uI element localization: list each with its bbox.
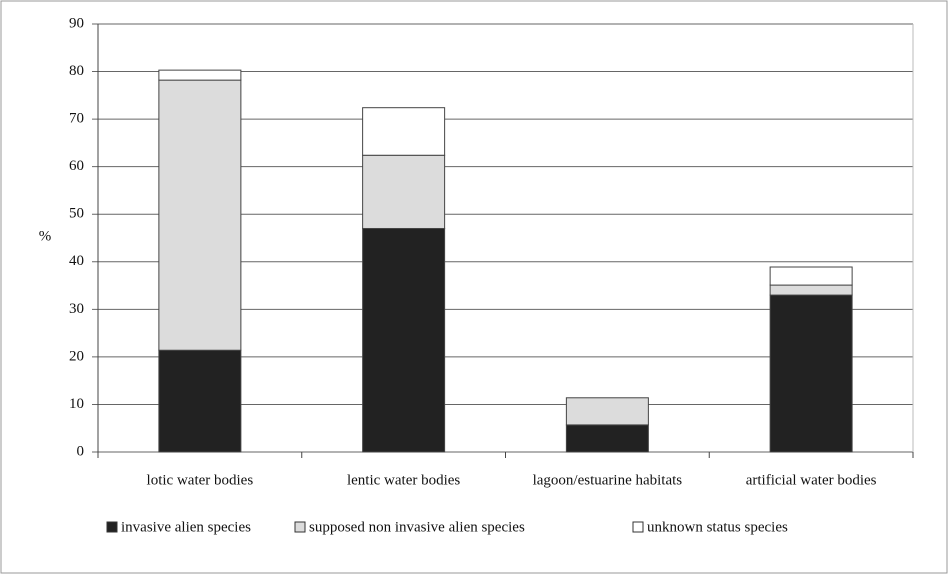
y-tick-label: 90 — [69, 15, 84, 31]
y-tick-label: 0 — [77, 443, 85, 459]
legend-label: invasive alien species — [121, 519, 251, 535]
bar-segment — [362, 154, 446, 229]
y-tick-label: 50 — [69, 206, 84, 222]
bar-segment — [362, 107, 446, 156]
legend-swatch — [106, 521, 118, 533]
y-tick-label: 20 — [69, 348, 84, 364]
legend-label: supposed non invasive alien species — [309, 519, 525, 535]
bar-segment — [158, 349, 242, 453]
bar-segment — [565, 397, 649, 426]
y-tick-label: 30 — [69, 301, 84, 317]
legend-label: unknown status species — [647, 519, 788, 535]
y-tick-label: 60 — [69, 158, 84, 174]
legend-swatch — [294, 521, 306, 533]
bar-segment — [769, 294, 853, 453]
y-tick-label: 10 — [69, 396, 84, 412]
bar-segment — [565, 424, 649, 453]
y-tick-label: 40 — [69, 253, 84, 269]
y-axis-label: % — [39, 228, 52, 244]
bar-segment — [769, 284, 853, 296]
legend-swatch — [632, 521, 644, 533]
x-tick-label: artificial water bodies — [746, 472, 877, 488]
x-tick-label: lotic water bodies — [147, 472, 254, 488]
bar-segment — [362, 227, 446, 453]
bar-segment — [158, 79, 242, 351]
y-tick-label: 70 — [69, 111, 84, 127]
x-tick-label: lentic water bodies — [347, 472, 460, 488]
bar-segment — [158, 69, 242, 81]
y-tick-label: 80 — [69, 63, 84, 79]
bar-segment — [769, 266, 853, 286]
x-tick-label: lagoon/estuarine habitats — [533, 472, 683, 488]
